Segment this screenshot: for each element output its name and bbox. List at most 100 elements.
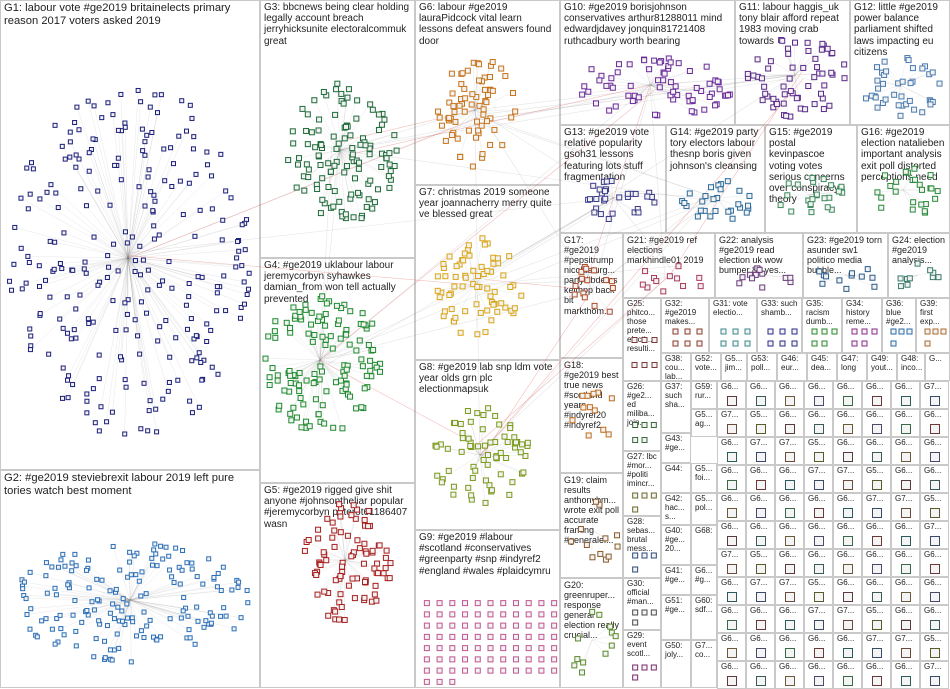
node-g2 (87, 586, 91, 590)
node-g2 (154, 552, 158, 556)
node-g10 (704, 64, 709, 69)
node-g1 (108, 203, 112, 207)
node-g1 (123, 378, 127, 382)
node-g6 (484, 100, 489, 105)
node-g9 (424, 601, 429, 606)
node-g8 (465, 408, 470, 413)
node-g18 (586, 433, 591, 438)
node-g3 (348, 133, 353, 138)
node-g6 (443, 138, 448, 143)
node-g1 (145, 311, 149, 315)
node-g1 (196, 275, 200, 279)
node-g8 (468, 444, 473, 449)
node-g9 (501, 668, 506, 673)
node-g1 (100, 116, 104, 120)
node-g3 (306, 175, 311, 180)
node-g3 (345, 95, 350, 100)
node-g4 (317, 377, 322, 382)
node-g1 (60, 144, 64, 148)
node-g8 (445, 446, 450, 451)
node-g6 (455, 136, 460, 141)
node-g9 (475, 646, 480, 651)
node-g4 (324, 389, 329, 394)
node-g1 (245, 293, 249, 297)
node-g12 (910, 66, 915, 71)
node-g1 (187, 181, 191, 185)
node-g1 (164, 319, 168, 323)
node-g1 (180, 99, 184, 103)
node-g31 (745, 341, 750, 346)
node-g13 (594, 197, 599, 202)
node-g2 (210, 614, 214, 618)
node-g16 (913, 177, 918, 182)
node-g9 (424, 679, 429, 684)
node-g6 (453, 119, 458, 124)
node-g2 (28, 570, 32, 574)
node-g1 (234, 265, 238, 269)
node-g2 (105, 624, 109, 628)
node-g1 (133, 259, 137, 263)
node-g1 (185, 327, 189, 331)
node-g1 (96, 283, 100, 287)
node-g2 (126, 616, 130, 620)
node-g6 (457, 103, 462, 108)
node-g9 (501, 634, 506, 639)
node-g1 (105, 275, 109, 279)
node-g9 (463, 668, 468, 673)
node-g5 (302, 548, 307, 553)
node-g10 (652, 58, 657, 63)
node-g1 (85, 392, 89, 396)
node-g13 (609, 179, 614, 184)
node-g12 (884, 69, 889, 74)
node-g2 (148, 618, 152, 622)
intra-group-edge (903, 189, 921, 190)
node-g11 (781, 101, 786, 106)
node-g1 (146, 288, 150, 292)
intra-group-edge (900, 85, 930, 101)
node-g2 (168, 617, 172, 621)
node-g4 (360, 364, 365, 369)
node-g4 (340, 426, 345, 431)
node-g4 (317, 314, 322, 319)
node-g28 (633, 567, 638, 572)
node-g5 (374, 598, 379, 603)
node-g2 (230, 588, 234, 592)
node-g9 (424, 657, 429, 662)
node-g5 (321, 550, 326, 555)
node-g2 (140, 570, 144, 574)
node-g15 (778, 203, 783, 208)
node-g24 (907, 276, 912, 281)
node-g39 (941, 329, 946, 334)
node-g1 (188, 103, 192, 107)
node-g6 (465, 68, 470, 73)
node-g3 (388, 169, 393, 174)
node-g2 (155, 564, 159, 568)
node-g12 (930, 70, 935, 75)
node-g2 (103, 639, 107, 643)
node-g3 (370, 206, 375, 211)
node-g3 (370, 107, 375, 112)
node-g1 (48, 239, 52, 243)
node-g1 (142, 381, 146, 385)
node-g15 (810, 197, 815, 202)
node-g10 (626, 93, 631, 98)
node-g9 (539, 601, 544, 606)
node-g2 (73, 552, 77, 556)
node-g18 (601, 427, 606, 432)
node-g19 (603, 536, 608, 541)
node-g9 (463, 612, 468, 617)
node-g5 (387, 576, 392, 581)
node-g5 (342, 617, 347, 622)
node-g1 (25, 166, 29, 170)
node-g2 (25, 613, 29, 617)
node-g4 (287, 389, 292, 394)
node-g2 (185, 561, 189, 565)
node-g1 (146, 268, 150, 272)
node-g1 (169, 146, 173, 150)
node-g1 (123, 121, 127, 125)
node-g1 (86, 99, 90, 103)
node-g9 (513, 668, 518, 673)
node-g8 (482, 443, 487, 448)
node-g9 (437, 646, 442, 651)
